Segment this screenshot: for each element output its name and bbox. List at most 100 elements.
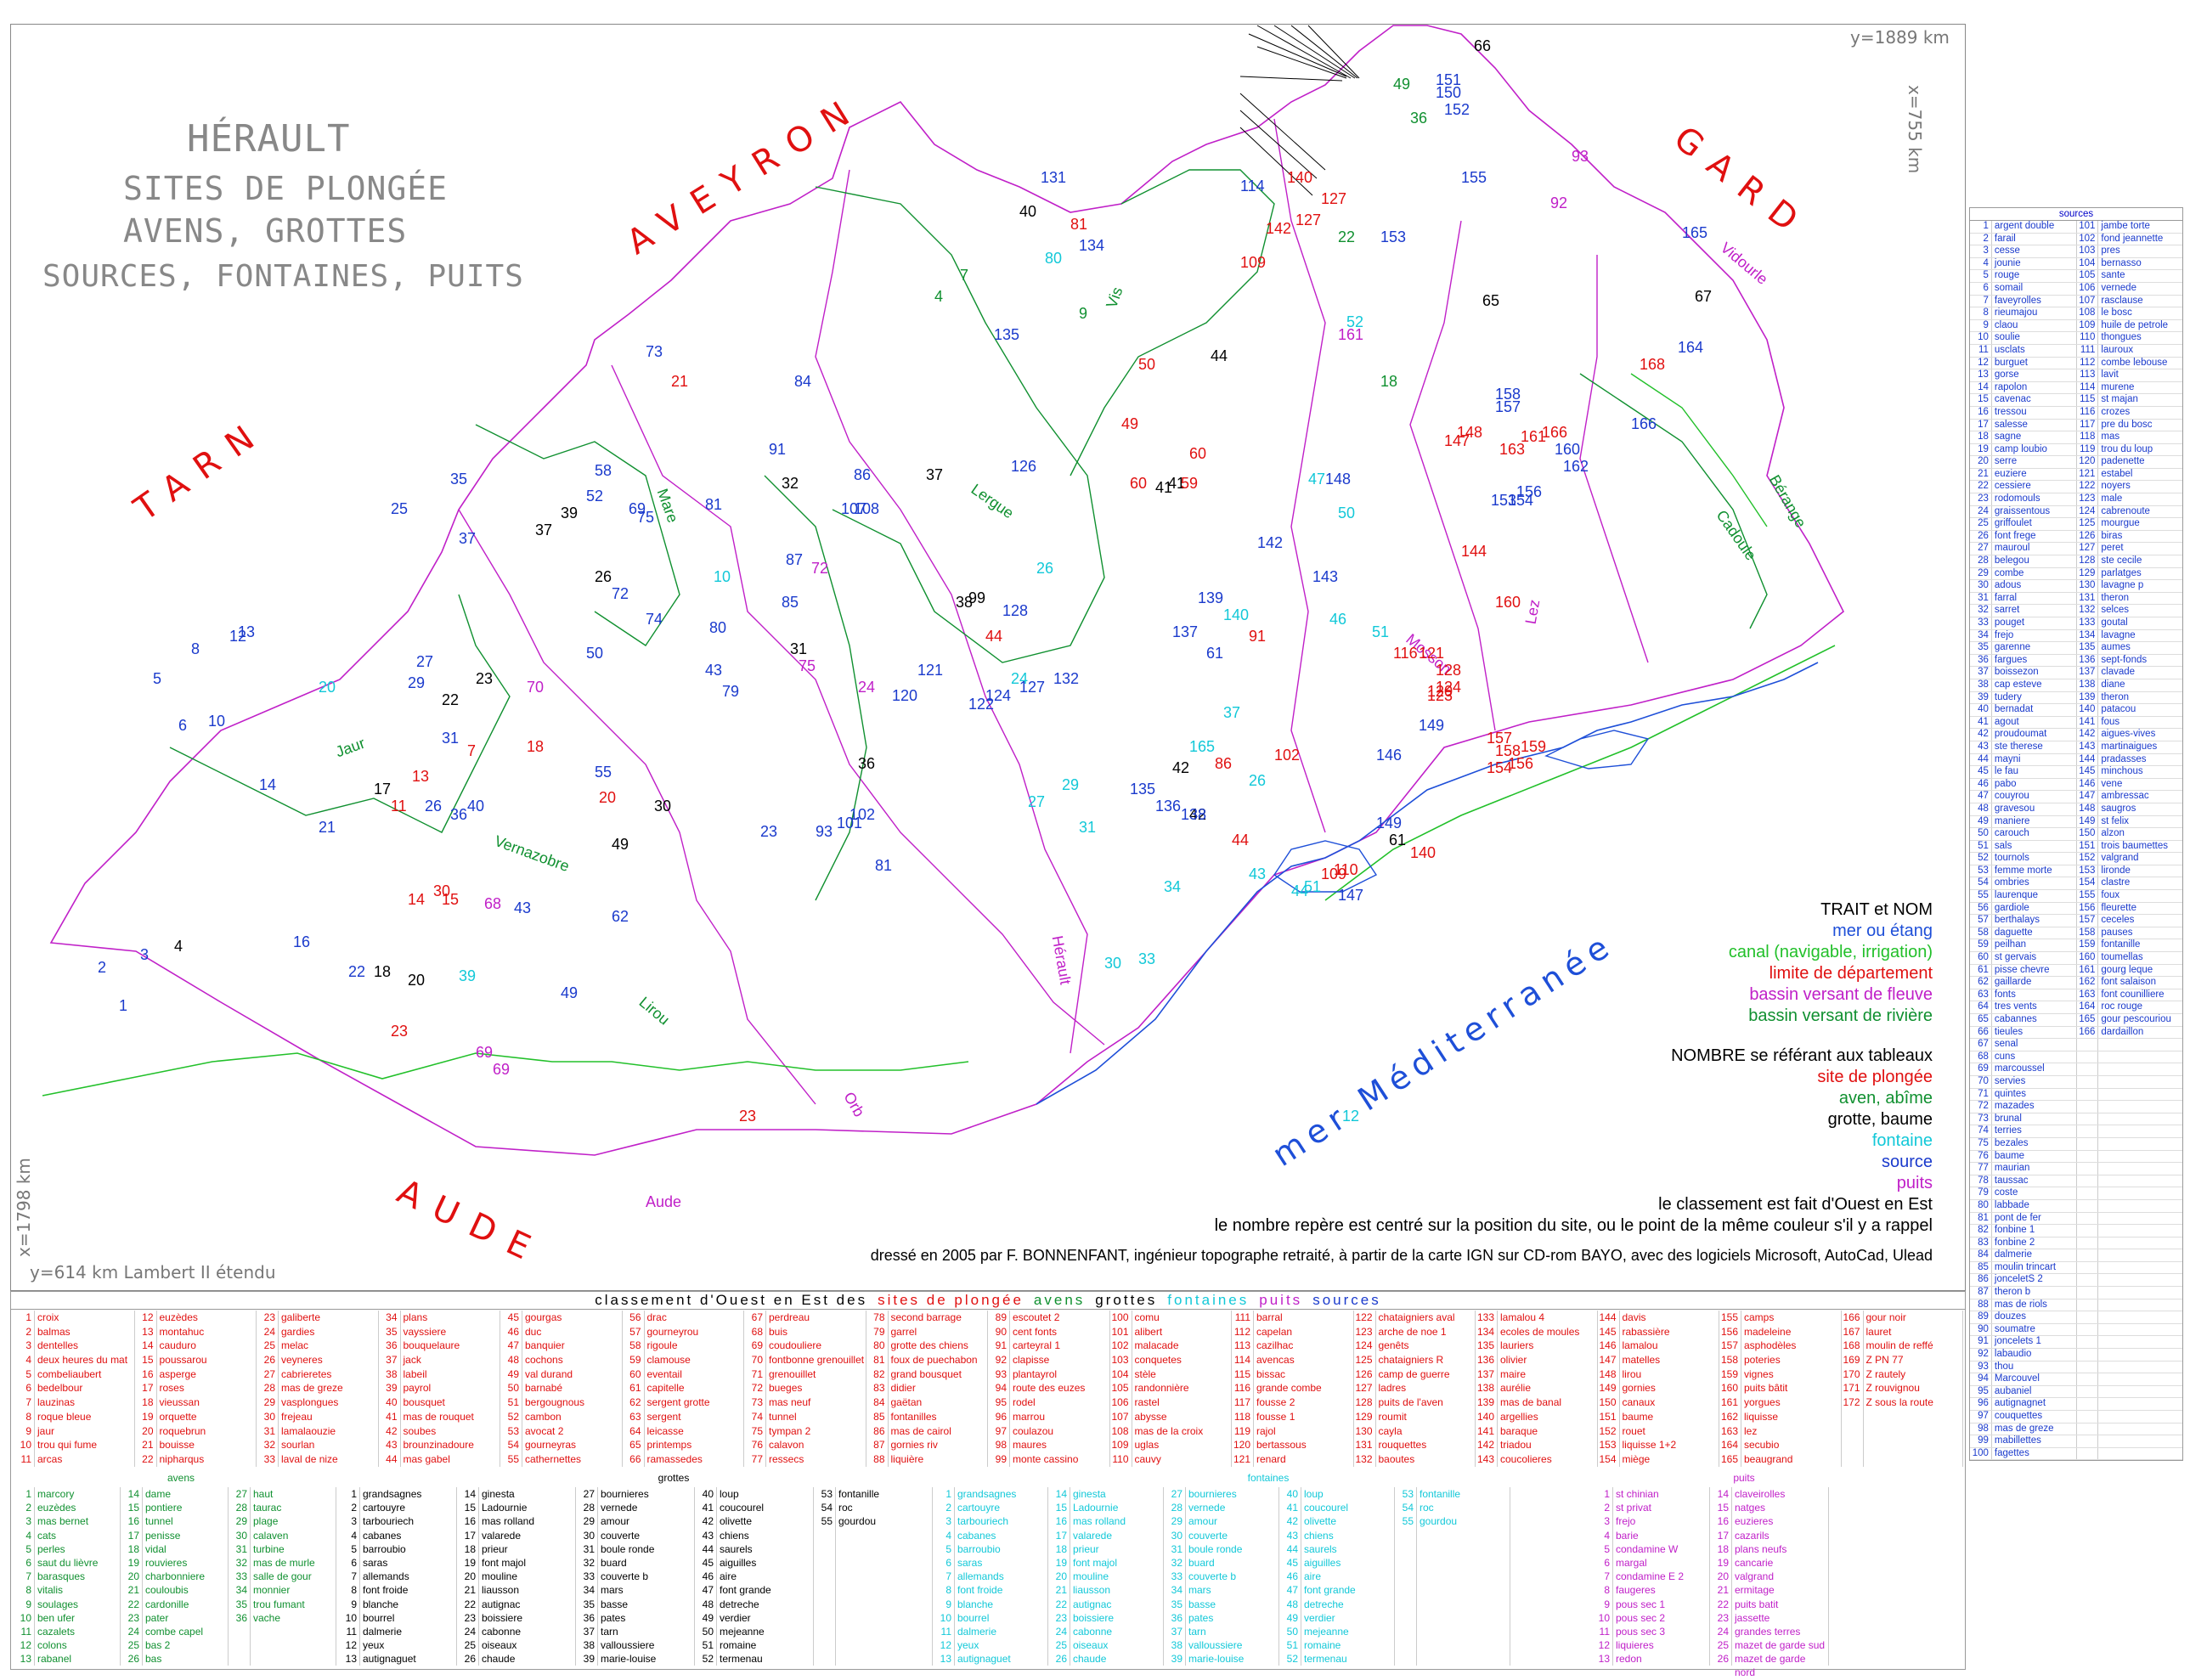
table-row: 81 foux de puechabon [866, 1353, 988, 1367]
item-name: autignac [1070, 1597, 1164, 1611]
item-number: 125 [1354, 1353, 1376, 1367]
table-row: 20 mouline [1048, 1570, 1164, 1584]
item-number: 14 [135, 1339, 157, 1354]
map-title-line3: AVENS, GROTTES [123, 212, 408, 250]
table-row: 122 chataigniers aval [1354, 1311, 1476, 1325]
item-name: ressecs [766, 1452, 866, 1467]
item-name: st privat [1613, 1501, 1710, 1515]
table-row: 17 penisse [121, 1528, 229, 1542]
item-name: amour [598, 1514, 695, 1529]
table-row: 70 fontbonne grenouillet [744, 1353, 866, 1367]
item-name: vidal [143, 1542, 229, 1556]
item-number: 64 [623, 1423, 645, 1439]
table-row: 26 bas [121, 1652, 229, 1666]
bottom-tables: classement d'Ouest en Est des sites de pl… [10, 1291, 1966, 1678]
item-number: 42 [1279, 1514, 1301, 1529]
source-name: rieumajou [1992, 307, 2077, 319]
item-name: barnabé [522, 1381, 623, 1396]
table-row [814, 1583, 933, 1598]
source-name: mazades [1992, 1101, 2077, 1113]
item-name: saurels [717, 1542, 814, 1556]
source-number: 70 [1970, 1075, 1992, 1088]
site-marker: 147 [1338, 887, 1364, 904]
table-row: 9 jaur [13, 1423, 135, 1439]
table-row: 35 basse [1164, 1597, 1279, 1611]
table-row: 22 autignac [1048, 1597, 1164, 1611]
item-number: 59 [623, 1353, 645, 1367]
source-name: aigues-vives [2101, 729, 2156, 740]
item-name: fousse 2 [1254, 1395, 1354, 1410]
river-basin-5 [1579, 373, 1768, 629]
item-number: 9 [933, 1597, 955, 1611]
item-number: 86 [866, 1423, 889, 1439]
table-row [814, 1652, 933, 1666]
site-marker: 155 [1461, 169, 1487, 186]
table-row: 43 chiens [1279, 1528, 1395, 1542]
site-marker: 108 [854, 500, 880, 517]
item-name: bedelbour [35, 1381, 135, 1396]
table-row: 26 veyneres [257, 1353, 379, 1367]
table-row: 106 rastel [1110, 1395, 1232, 1410]
source-number: 136 [2077, 654, 2099, 667]
item-number: 17 [1710, 1528, 1732, 1542]
table-row: 168 moulin de reffé [1842, 1339, 1963, 1354]
table-row: 82 grand bousquet [866, 1367, 988, 1382]
source-number: 124 [2077, 505, 2099, 518]
sources-row: 77 maurian [1970, 1163, 2182, 1175]
item-number: 122 [1354, 1311, 1376, 1325]
sources-row: 41 agout 141 fous [1970, 716, 2182, 730]
item-name: Z rouvignou [1864, 1381, 1963, 1396]
sources-row: 82 fonbine 1 [1970, 1225, 2182, 1237]
item-name: gour noir [1864, 1311, 1963, 1325]
sources-row: 90 soumatre [1970, 1323, 2182, 1337]
table-row: 8 font froide [338, 1583, 457, 1598]
table-row: 41 coucourel [695, 1501, 814, 1515]
item-number: 24 [121, 1624, 143, 1639]
source-number: 156 [2077, 902, 2099, 915]
site-marker: 72 [612, 585, 629, 602]
item-number: 51 [1279, 1638, 1301, 1653]
dive-column: 144 davis 145 rabassière 146 lamalou 147 matell… [1598, 1311, 1719, 1467]
source-name [2098, 1287, 2182, 1299]
table-row: 146 lamalou [1598, 1339, 1719, 1354]
dive-column: 56 drac 57 gourneyrou 58 rigoule 59 clamouse 60 e… [623, 1311, 744, 1467]
source-number: 121 [2077, 468, 2099, 481]
item-number: 154 [1598, 1452, 1620, 1467]
item-name: argellies [1498, 1409, 1598, 1424]
item-name: gourdou [1417, 1514, 1510, 1529]
item-number: 40 [695, 1487, 717, 1502]
source-name [2098, 1361, 2182, 1373]
item-number: 5 [933, 1542, 955, 1556]
source-number: 51 [1970, 840, 1992, 853]
table-row: 89 escoutet 2 [988, 1311, 1110, 1325]
sources-row: 36 fargues 136 sept-fonds [1970, 654, 2182, 668]
table-row: 36 pates [576, 1610, 695, 1625]
site-marker: 147 [1444, 432, 1470, 449]
site-marker: 160 [1555, 441, 1581, 458]
source-number: 165 [2077, 1014, 2099, 1026]
item-name: aiguilles [1301, 1555, 1395, 1570]
item-number: 29 [576, 1514, 598, 1529]
item-name: renard [1254, 1452, 1354, 1467]
item-name: miège [1620, 1452, 1719, 1467]
table-row: 64 leicasse [623, 1423, 744, 1439]
source-number: 160 [2077, 952, 2099, 964]
item-name: mas de rouquet [401, 1409, 500, 1424]
source-number: 153 [2077, 865, 2099, 877]
source-number: 53 [1970, 865, 1992, 877]
table-row: 35 trou fumant [229, 1597, 336, 1611]
item-number: 48 [1279, 1597, 1301, 1611]
source-name [2098, 1299, 2182, 1311]
legend-credit: dressé en 2005 par F. BONNENFANT, ingéni… [870, 1247, 1933, 1264]
table-row: 54 roc [814, 1501, 933, 1515]
dive-column: 155 camps 156 madeleine 157 asphodèles 158 pote… [1719, 1311, 1842, 1467]
source-number: 21 [1970, 468, 1992, 481]
table-row: 95 rodel [988, 1395, 1110, 1410]
item-number: 71 [744, 1367, 766, 1382]
source-number: 23 [1970, 493, 1992, 505]
table-row: 2 euzèdes [13, 1501, 121, 1515]
item-name: duc [522, 1324, 623, 1339]
table-row: 11 dalmerie [933, 1624, 1048, 1639]
item-number: 25 [257, 1339, 279, 1354]
site-marker: 65 [1482, 292, 1500, 309]
